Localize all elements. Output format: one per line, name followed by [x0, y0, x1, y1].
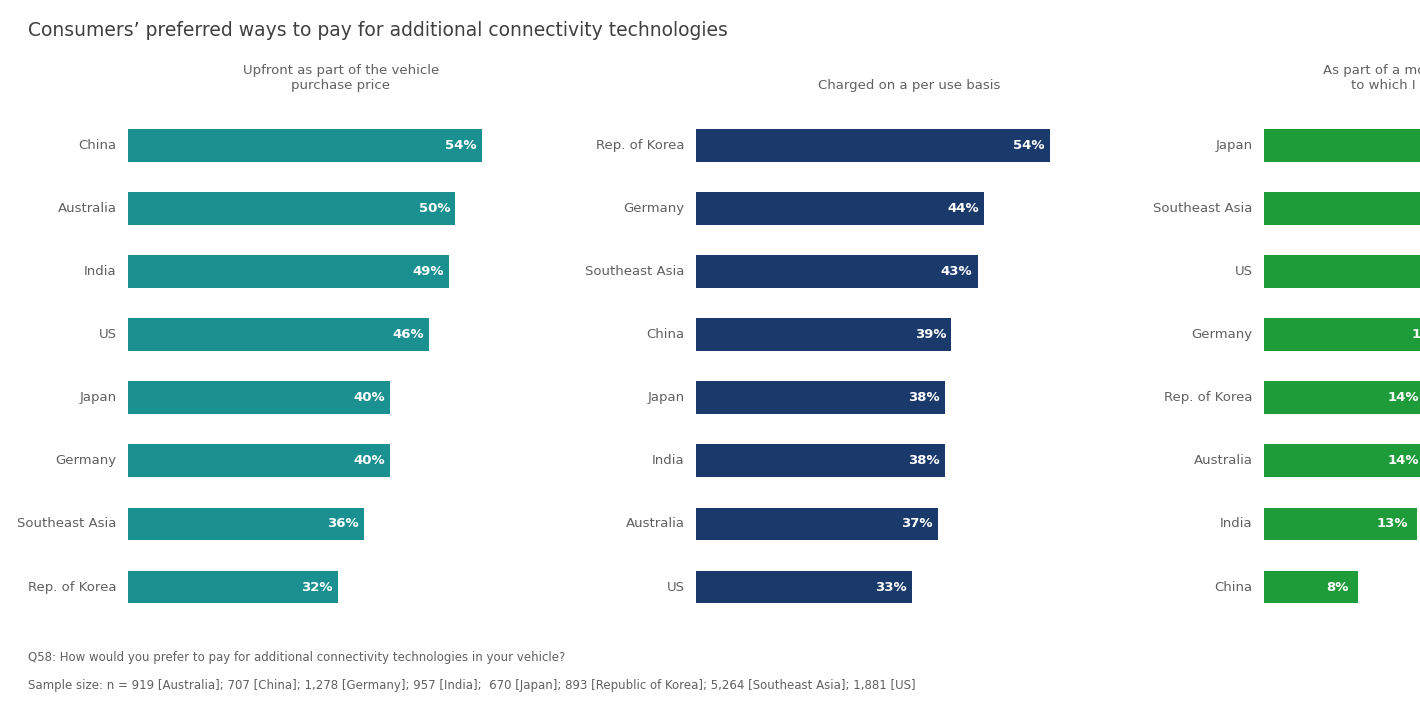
- Text: 46%: 46%: [392, 328, 425, 341]
- Bar: [1264, 444, 1420, 477]
- Text: Consumers’ preferred ways to pay for additional connectivity technologies: Consumers’ preferred ways to pay for add…: [28, 21, 728, 41]
- Bar: [1264, 508, 1417, 540]
- Text: 54%: 54%: [1012, 139, 1045, 152]
- Text: 36%: 36%: [327, 518, 358, 530]
- Bar: [128, 129, 481, 161]
- Bar: [128, 381, 391, 414]
- Text: 43%: 43%: [940, 265, 973, 278]
- Text: 38%: 38%: [907, 391, 940, 405]
- Text: 44%: 44%: [947, 202, 978, 215]
- Bar: [128, 571, 338, 604]
- Bar: [1264, 319, 1420, 351]
- Text: Upfront as part of the vehicle
purchase price: Upfront as part of the vehicle purchase …: [243, 65, 439, 92]
- Bar: [696, 508, 939, 540]
- Text: 13%: 13%: [1376, 518, 1407, 530]
- Bar: [1264, 129, 1420, 161]
- Text: Q58: How would you prefer to pay for additional connectivity technologies in you: Q58: How would you prefer to pay for add…: [28, 651, 565, 663]
- Text: 8%: 8%: [1326, 580, 1349, 594]
- Text: 14%: 14%: [1387, 454, 1420, 467]
- Bar: [696, 444, 944, 477]
- Text: Sample size: n = 919 [Australia]; 707 [China]; 1,278 [Germany]; 957 [India];  67: Sample size: n = 919 [Australia]; 707 [C…: [28, 679, 916, 692]
- Text: 40%: 40%: [354, 391, 385, 405]
- Bar: [1264, 192, 1420, 225]
- Text: 16%: 16%: [1411, 328, 1420, 341]
- Bar: [128, 192, 456, 225]
- Bar: [1264, 255, 1420, 288]
- Text: 40%: 40%: [354, 454, 385, 467]
- Bar: [128, 255, 449, 288]
- Bar: [128, 444, 391, 477]
- Bar: [696, 192, 984, 225]
- Text: 37%: 37%: [902, 518, 933, 530]
- Text: 33%: 33%: [875, 580, 907, 594]
- Text: 50%: 50%: [419, 202, 450, 215]
- Text: Charged on a per use basis: Charged on a per use basis: [818, 80, 1000, 92]
- Bar: [1264, 571, 1358, 604]
- Bar: [696, 319, 951, 351]
- Bar: [128, 319, 429, 351]
- Text: 38%: 38%: [907, 454, 940, 467]
- Bar: [696, 129, 1049, 161]
- Text: As part of a monthly service
to which I subscribe: As part of a monthly service to which I …: [1323, 65, 1420, 92]
- Text: 39%: 39%: [914, 328, 946, 341]
- Text: 32%: 32%: [301, 580, 332, 594]
- Text: 14%: 14%: [1387, 391, 1420, 405]
- Bar: [696, 381, 944, 414]
- Text: 54%: 54%: [444, 139, 477, 152]
- Bar: [128, 508, 364, 540]
- Bar: [1264, 381, 1420, 414]
- Bar: [696, 255, 977, 288]
- Bar: [696, 571, 912, 604]
- Text: 49%: 49%: [412, 265, 443, 278]
